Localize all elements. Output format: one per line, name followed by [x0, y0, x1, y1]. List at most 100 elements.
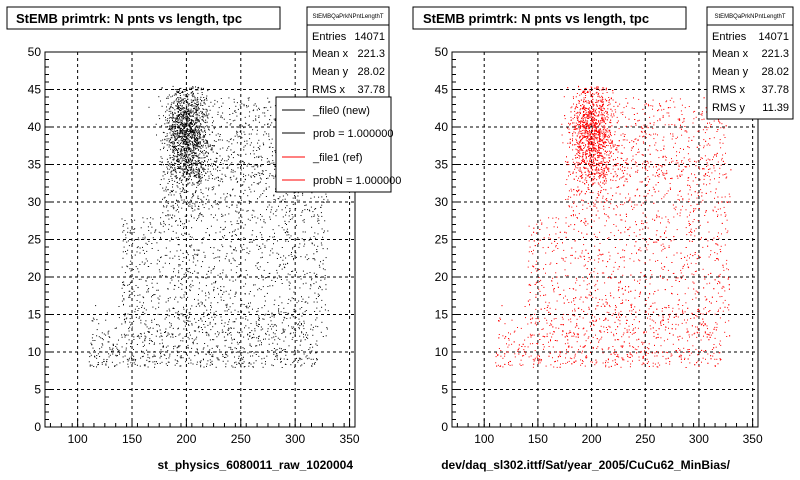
scatter-point — [230, 262, 232, 264]
scatter-point — [595, 150, 597, 152]
scatter-point — [532, 366, 534, 368]
scatter-point — [579, 137, 581, 139]
scatter-point — [207, 195, 209, 197]
scatter-point — [253, 210, 255, 212]
scatter-point — [170, 134, 172, 136]
scatter-point — [597, 346, 599, 348]
scatter-point — [271, 279, 273, 281]
scatter-point — [182, 153, 184, 155]
scatter-point — [162, 161, 163, 163]
scatter-point — [164, 254, 166, 256]
scatter-point — [240, 354, 242, 356]
scatter-point — [272, 213, 274, 215]
scatter-point — [139, 333, 141, 335]
scatter-point — [258, 157, 260, 158]
scatter-point — [631, 201, 633, 203]
scatter-point — [191, 88, 193, 90]
scatter-point — [238, 357, 240, 359]
scatter-point — [614, 109, 616, 111]
scatter-point — [157, 363, 158, 364]
scatter-point — [172, 173, 174, 175]
scatter-point — [293, 259, 295, 261]
scatter-point — [312, 211, 314, 213]
scatter-point — [151, 296, 152, 298]
scatter-point — [291, 297, 293, 299]
scatter-point — [183, 150, 185, 152]
scatter-point — [173, 128, 175, 130]
scatter-point — [283, 349, 285, 351]
scatter-point — [237, 163, 239, 165]
scatter-point — [195, 89, 197, 91]
scatter-point — [292, 197, 294, 199]
scatter-point — [197, 253, 199, 255]
scatter-point — [147, 331, 149, 332]
scatter-point — [178, 114, 180, 116]
scatter-point — [226, 140, 228, 142]
scatter-point — [133, 231, 135, 233]
scatter-point — [191, 155, 193, 157]
scatter-point — [208, 128, 209, 130]
scatter-point — [273, 194, 275, 196]
scatter-point — [325, 335, 327, 337]
scatter-point — [647, 353, 649, 354]
scatter-point — [183, 226, 185, 228]
scatter-point — [302, 283, 304, 285]
scatter-point — [268, 273, 270, 274]
scatter-point — [215, 310, 217, 312]
scatter-point — [197, 159, 199, 161]
scatter-point — [650, 328, 652, 330]
scatter-point — [319, 310, 321, 312]
scatter-point — [634, 204, 636, 206]
scatter-point — [246, 247, 248, 249]
scatter-point — [578, 213, 580, 215]
scatter-point — [194, 143, 196, 145]
scatter-point — [187, 129, 189, 131]
scatter-point — [172, 186, 173, 188]
scatter-point — [259, 177, 261, 179]
scatter-point — [321, 306, 323, 308]
scatter-point — [191, 136, 193, 138]
scatter-point — [231, 204, 233, 206]
scatter-point — [196, 361, 198, 363]
scatter-point — [605, 139, 607, 140]
scatter-point — [196, 142, 198, 144]
scatter-point — [203, 237, 205, 239]
scatter-point — [189, 126, 191, 128]
scatter-point — [197, 208, 199, 210]
scatter-point — [173, 271, 174, 273]
scatter-point — [638, 148, 639, 150]
scatter-point — [324, 269, 326, 271]
scatter-point — [235, 292, 237, 294]
scatter-point — [193, 341, 194, 343]
scatter-point — [218, 332, 220, 334]
scatter-point — [316, 307, 318, 309]
scatter-point — [196, 148, 198, 149]
scatter-point — [193, 105, 195, 107]
scatter-point — [325, 193, 327, 195]
scatter-point — [182, 131, 184, 133]
scatter-point — [177, 148, 179, 149]
scatter-point — [255, 321, 257, 323]
scatter-point — [294, 350, 296, 352]
scatter-point — [285, 240, 287, 242]
scatter-point — [712, 332, 714, 334]
scatter-point — [682, 121, 684, 123]
scatter-point — [197, 162, 199, 164]
scatter-point — [303, 322, 305, 324]
scatter-point — [202, 119, 204, 121]
scatter-point — [196, 272, 198, 274]
scatter-point — [174, 255, 176, 257]
scatter-point — [687, 193, 689, 195]
scatter-point — [151, 243, 153, 244]
scatter-point — [176, 209, 178, 210]
scatter-point — [188, 362, 190, 364]
scatter-point — [192, 134, 194, 135]
scatter-point — [195, 254, 197, 256]
scatter-point — [194, 123, 196, 125]
scatter-point — [283, 255, 285, 257]
scatter-point — [148, 328, 150, 330]
scatter-point — [156, 263, 158, 265]
scatter-point — [245, 270, 247, 271]
scatter-point — [561, 334, 563, 336]
